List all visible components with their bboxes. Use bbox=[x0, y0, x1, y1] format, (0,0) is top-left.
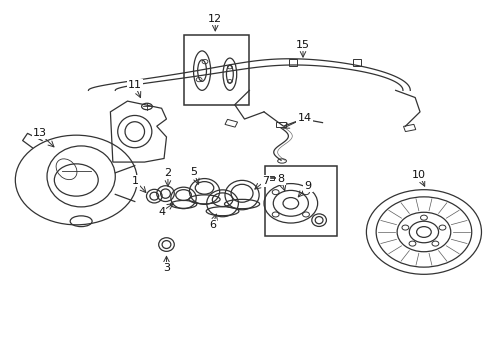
Bar bbox=[352, 59, 360, 66]
Text: 4: 4 bbox=[158, 207, 165, 217]
Bar bbox=[403, 124, 415, 132]
Text: 12: 12 bbox=[208, 14, 222, 24]
Text: 5: 5 bbox=[190, 167, 197, 177]
Text: 1: 1 bbox=[132, 176, 139, 186]
Text: 13: 13 bbox=[33, 129, 47, 138]
Text: 2: 2 bbox=[164, 168, 171, 178]
Bar bbox=[224, 120, 237, 127]
Text: 7: 7 bbox=[262, 176, 268, 186]
Text: 3: 3 bbox=[163, 263, 170, 273]
Bar bbox=[183, 35, 249, 105]
Text: 6: 6 bbox=[209, 220, 216, 230]
Bar bbox=[276, 122, 285, 127]
Text: 8: 8 bbox=[277, 174, 284, 184]
Text: 15: 15 bbox=[295, 40, 309, 50]
Text: 9: 9 bbox=[304, 181, 311, 191]
Bar bbox=[267, 176, 273, 180]
Bar bbox=[289, 59, 297, 66]
Text: 11: 11 bbox=[127, 80, 142, 90]
Text: 10: 10 bbox=[411, 170, 425, 180]
Text: 14: 14 bbox=[297, 113, 311, 123]
Bar bbox=[264, 166, 336, 235]
